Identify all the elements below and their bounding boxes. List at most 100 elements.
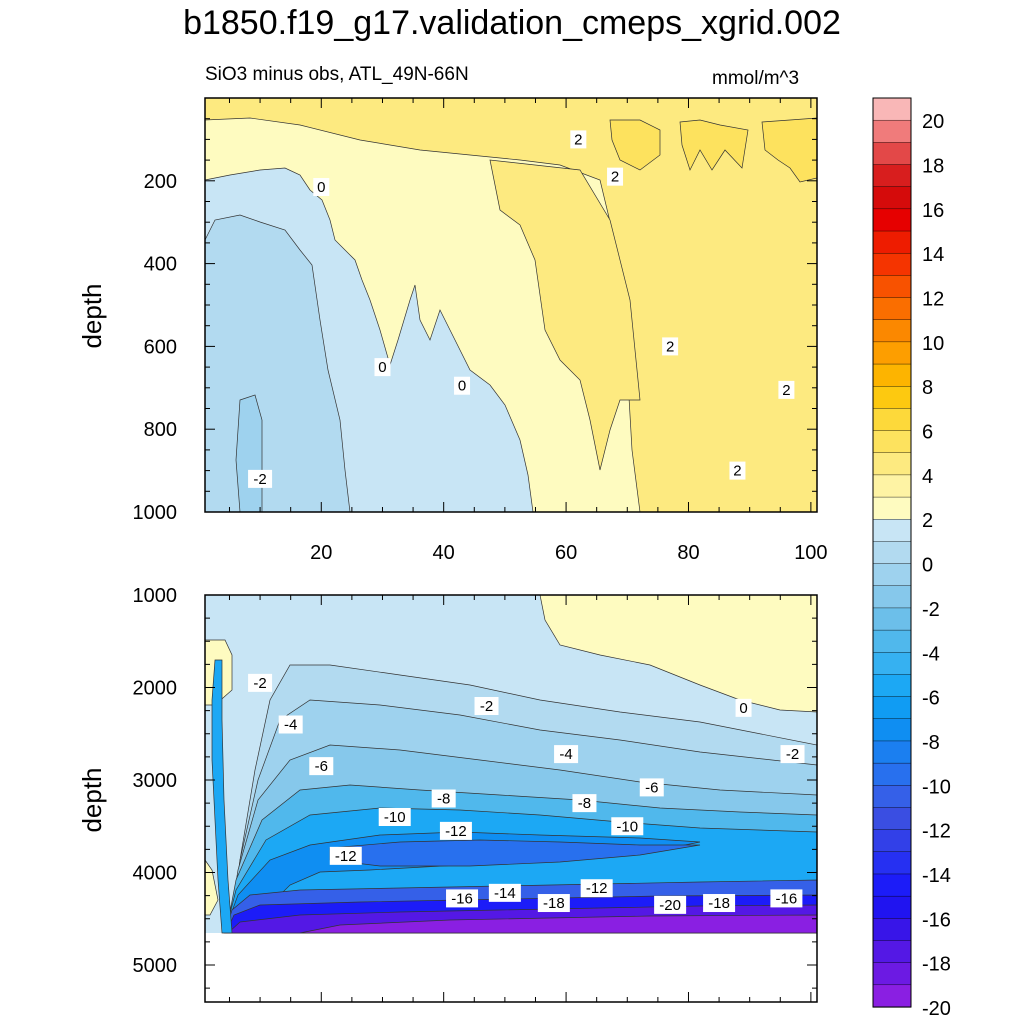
contour-label-text: -8 (578, 795, 591, 812)
contour-label-text: -18 (708, 895, 730, 912)
colorbar-label: -10 (922, 776, 951, 798)
contour-label: -2 (780, 745, 805, 764)
contour-label-text: 0 (317, 179, 325, 196)
colorbar-label: -18 (922, 954, 951, 976)
x-tick-label: 100 (794, 542, 827, 564)
contour-label-box (735, 698, 752, 717)
upper-band-pos4-c (761, 117, 818, 183)
tick-layer (205, 97, 817, 1002)
contour-label-box (654, 895, 687, 914)
colorbar-swatch (872, 363, 912, 387)
contour-label: 0 (374, 358, 391, 377)
colorbar-swatch (872, 762, 912, 786)
colorbar-label: 0 (922, 555, 933, 577)
colorbar-swatch (872, 252, 912, 276)
contour-label-box (248, 469, 273, 488)
contour-label-text: 2 (782, 382, 790, 399)
colorbar-swatch (872, 962, 912, 986)
colorbar-swatch (872, 984, 912, 1008)
contour-label: -8 (572, 794, 597, 813)
contour-label: -18 (537, 894, 570, 913)
contour-label-box (431, 789, 456, 808)
colorbar-swatch (872, 297, 912, 321)
colorbar-label: -20 (922, 998, 951, 1020)
contour-label: -2 (248, 469, 273, 488)
contour-label: 2 (570, 130, 587, 149)
upper-band-pos2-mid (489, 159, 641, 471)
contour-label-box (488, 883, 521, 902)
contour-label: -2 (248, 673, 273, 692)
contour-label-box (309, 757, 334, 776)
contour-label-text: -6 (315, 758, 328, 775)
contour-label-box (378, 808, 411, 826)
colorbar-label: 12 (922, 289, 944, 311)
colorbar-swatch (872, 563, 912, 587)
lower-panel (204, 594, 818, 1002)
contour-label-text: -4 (284, 717, 297, 734)
contour-label-box (703, 894, 736, 913)
contour-label-text: -12 (586, 880, 608, 897)
colorbar-swatch (872, 142, 912, 166)
contour-label-box (780, 745, 805, 764)
contour-label-text: -10 (616, 818, 638, 835)
contour-label: -8 (431, 789, 456, 808)
contour-label-text: 0 (378, 359, 386, 376)
colorbar-label: -14 (922, 865, 951, 887)
colorbar-swatch (872, 851, 912, 875)
contour-label-box (778, 380, 795, 399)
colorbar-swatch (872, 164, 912, 188)
colorbar-label: 14 (922, 244, 944, 266)
contour-label-box (580, 879, 613, 898)
contour-label-text: -2 (253, 675, 266, 692)
contour-label-text: 2 (574, 131, 582, 148)
colorbar-label: 4 (922, 466, 933, 488)
colorbar-swatch (872, 895, 912, 919)
contour-label: -12 (580, 879, 613, 898)
colorbar-swatch (872, 519, 912, 543)
y-tick-label: 5000 (133, 955, 178, 977)
contour-label-box (313, 178, 330, 197)
contour-label: 0 (454, 376, 471, 395)
colorbar-swatch (872, 496, 912, 520)
contour-label: 2 (607, 167, 624, 186)
colorbar-label: 16 (922, 200, 944, 222)
contour-label-text: -12 (335, 848, 357, 865)
contour-label: -14 (488, 883, 521, 902)
y-tick-label: 1000 (133, 502, 178, 524)
contour-label: 2 (778, 380, 795, 399)
colorbar-swatch (872, 341, 912, 365)
contour-label: 2 (729, 461, 746, 480)
contour-label: -2 (474, 697, 499, 715)
colorbar-swatch (872, 740, 912, 764)
colorbar-label: -16 (922, 909, 951, 931)
x-tick-label: 20 (310, 542, 332, 564)
contour-label: 0 (313, 178, 330, 197)
colorbar-swatch (872, 452, 912, 476)
colorbar-label: -6 (922, 688, 940, 710)
contour-label-text: 0 (739, 700, 747, 717)
contour-label-box (729, 461, 746, 480)
contour-label-text: -14 (494, 885, 516, 902)
contour-label: -16 (770, 889, 803, 908)
colorbar-swatch (872, 829, 912, 853)
contour-label-box (554, 745, 579, 764)
contour-label-text: 2 (666, 338, 674, 355)
colorbar-swatch (872, 918, 912, 942)
colorbar-label: 20 (922, 111, 944, 133)
upper-band-pos4-b (679, 119, 749, 171)
contour-label-text: -10 (384, 809, 406, 826)
colorbar-swatch (872, 674, 912, 698)
contour-label-text: -2 (786, 746, 799, 763)
y-tick-label: 1000 (133, 585, 178, 607)
upper-panel (204, 97, 818, 513)
colorbar-label: -2 (922, 599, 940, 621)
contour-label-box (278, 715, 303, 734)
y-tick-label: 4000 (133, 863, 178, 885)
colorbar-swatch (872, 541, 912, 565)
contour-label: -4 (278, 715, 303, 734)
colorbar-swatch (872, 474, 912, 498)
contour-label: 0 (735, 698, 752, 717)
lower-y-axis-label: depth (77, 767, 107, 832)
